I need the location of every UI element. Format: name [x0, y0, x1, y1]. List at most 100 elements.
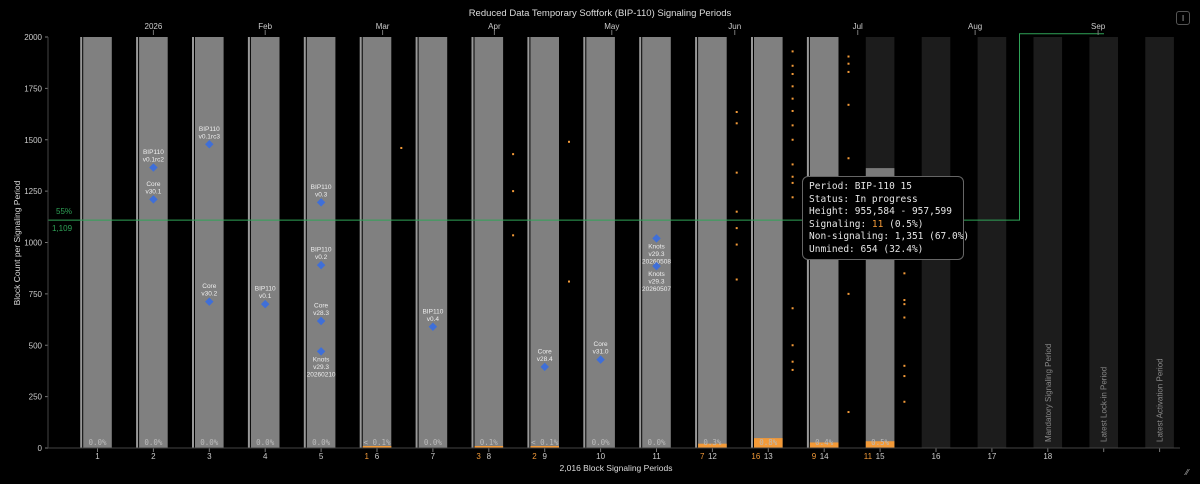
y-tick-label: 2000	[24, 33, 42, 42]
month-label: Jun	[728, 22, 741, 31]
threshold-pct-label: 55%	[56, 207, 72, 216]
signal-point	[735, 278, 738, 281]
x-tick-label: 4	[263, 452, 268, 461]
release-marker	[652, 261, 661, 271]
y-tick-label: 250	[29, 393, 43, 402]
tooltip-status-row: Status: In progress	[809, 194, 963, 207]
resize-handle[interactable]: ⁄⁄	[1180, 465, 1194, 479]
release-label: v0.1	[259, 293, 272, 300]
release-marker	[316, 198, 326, 207]
release-label: v0.2	[315, 254, 328, 261]
tooltip-unmined-label: Unmined:	[809, 243, 861, 255]
x-tick-label: 16	[932, 452, 941, 461]
threshold-line	[48, 33, 1104, 221]
release-label: Knots	[313, 356, 330, 363]
x-axis-label: 2,016 Block Signaling Periods	[560, 463, 673, 473]
info-icon: I	[1181, 13, 1185, 23]
period-bar-edge	[359, 37, 362, 448]
period-bar-edge	[639, 37, 642, 448]
release-label: v29.3	[649, 279, 665, 286]
period-bar-future	[1145, 37, 1174, 448]
release-label: Core	[146, 181, 160, 188]
tooltip-status-value: In progress	[854, 193, 918, 205]
points-layer: BIP110v0.1rc2Corev30.1BIP110v0.1rc3Corev…	[143, 50, 906, 414]
signaling-count-label: 11	[864, 452, 873, 461]
signaling-count-label: 3	[476, 452, 481, 461]
release-label: Core	[538, 348, 552, 355]
tooltip-nonsignaling-value: 1,351 (67.0%)	[894, 231, 970, 243]
signal-point	[735, 171, 738, 174]
x-tick-label: 6	[375, 452, 380, 461]
signal-point	[791, 163, 794, 166]
release-label: 20260508	[642, 258, 671, 265]
chart-title: Reduced Data Temporary Softfork (BIP-110…	[469, 8, 732, 19]
period-bar-edge	[80, 37, 83, 448]
period-pct-label: 0.0%	[200, 438, 219, 447]
period-bar-edge	[136, 37, 139, 448]
signal-point	[791, 196, 794, 199]
y-tick-label: 1000	[24, 239, 42, 248]
period-bar-future	[1089, 37, 1118, 448]
release-marker	[540, 362, 549, 372]
signaling-bar	[754, 438, 783, 448]
y-tick-label: 500	[29, 341, 43, 350]
tooltip-nonsignaling-row: Non-signaling: 1,351 (67.0%)	[809, 231, 969, 244]
period-bar-edge	[415, 37, 418, 448]
release-marker	[149, 163, 158, 172]
release-label: v28.4	[537, 356, 553, 363]
period-bar	[250, 37, 280, 448]
y-tick-label: 0	[38, 444, 43, 453]
signal-point	[791, 97, 794, 100]
release-marker	[316, 316, 326, 326]
release-label: BIP110	[422, 308, 443, 315]
period-pct-label: 0.0%	[144, 438, 163, 447]
period-bar	[530, 37, 559, 448]
period-pct-label: 0.0%	[592, 438, 611, 447]
signaling-bar	[865, 441, 895, 448]
signal-point	[512, 190, 515, 193]
signal-point	[903, 272, 906, 275]
period-bar-future	[1033, 37, 1063, 448]
resize-icon: ⁄⁄	[1185, 467, 1189, 477]
release-label: BIP110	[255, 286, 276, 293]
signal-point	[735, 227, 738, 230]
signaling-count-label: 9	[812, 452, 817, 461]
release-label: v0.3	[315, 191, 328, 198]
release-marker	[596, 355, 605, 364]
release-label: Core	[314, 303, 328, 310]
period-bar-edge	[527, 37, 530, 448]
release-label: BIP110	[143, 149, 164, 156]
period-bar	[754, 37, 783, 448]
period-pct-label: 0.0%	[312, 438, 331, 447]
period-pct-label: 0.0%	[424, 438, 443, 447]
bars-layer: 0.0% 0.0% 0.0% 0.0% 0.0% < 0.1% 0.0% 0.1% < 0.1%…	[80, 37, 1174, 448]
release-label: Knots	[648, 271, 665, 278]
month-label: May	[604, 22, 619, 31]
signal-point	[791, 138, 794, 141]
signal-point	[791, 124, 794, 127]
month-label: Aug	[968, 22, 982, 31]
signaling-count-label: 1	[365, 452, 370, 461]
release-label: Knots	[648, 243, 665, 250]
signal-point	[791, 85, 794, 88]
release-label: BIP110	[311, 247, 332, 254]
tooltip-unmined-row: Unmined: 654 (32.4%)	[809, 244, 963, 257]
info-button[interactable]: I	[1176, 11, 1190, 25]
x-tick-label: 18	[1043, 452, 1052, 461]
x-tick-label: 7	[431, 452, 436, 461]
tooltip-unmined-value: 654 (32.4%)	[860, 243, 924, 255]
tooltip-signaling-value: 11	[871, 218, 884, 230]
signal-point	[847, 292, 850, 295]
period-bar	[195, 37, 224, 448]
signal-point	[847, 55, 850, 58]
tooltip-height-value: 955,584 - 957,599	[854, 206, 952, 218]
signal-point	[847, 103, 850, 106]
release-marker	[428, 322, 438, 331]
period-pct-label: 0.0%	[647, 438, 666, 447]
tooltip-signaling-label: Signaling:	[809, 218, 872, 230]
period-pct-label: 0.8%	[759, 438, 778, 447]
tooltip-height-row: Height: 955,584 - 957,599	[809, 206, 963, 219]
signal-point	[791, 50, 794, 53]
release-label: v0.4	[427, 316, 440, 323]
